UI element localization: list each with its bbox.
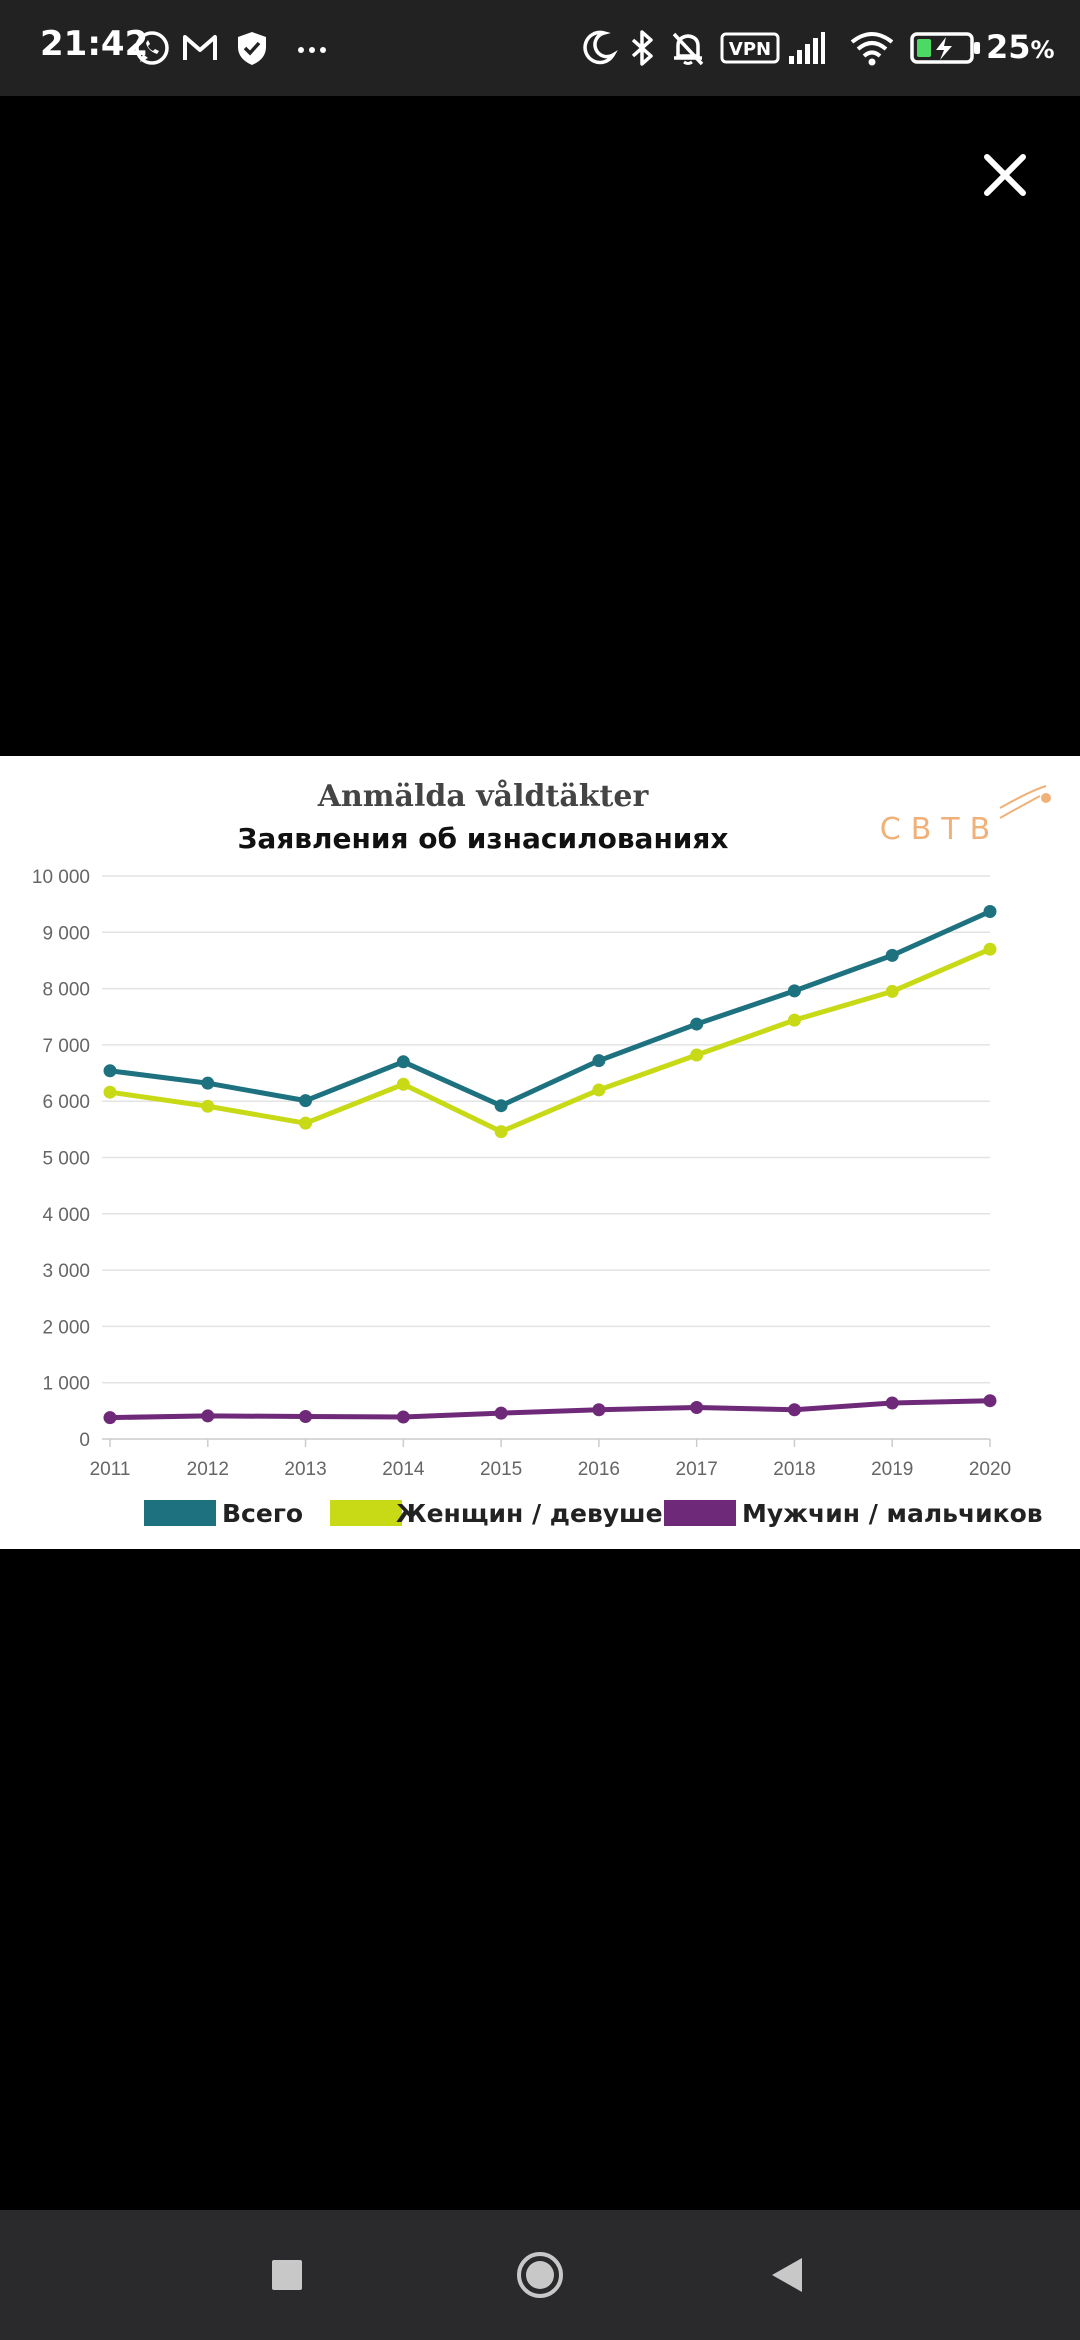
shield-icon (238, 32, 266, 65)
data-point-men (201, 1409, 215, 1423)
x-tick-label: 2019 (871, 1459, 913, 1480)
recents-square-icon[interactable] (270, 2258, 304, 2292)
svg-text:VPN: VPN (729, 39, 771, 60)
x-tick-label: 2016 (578, 1459, 620, 1480)
data-point-women (299, 1116, 313, 1130)
data-point-total (494, 1099, 508, 1113)
data-point-women (396, 1077, 410, 1091)
legend-label-women: Женщин / девушек (396, 1499, 680, 1528)
data-point-total (592, 1054, 606, 1068)
data-point-women (201, 1099, 215, 1113)
legend-swatch-total (144, 1500, 216, 1526)
data-point-women (787, 1013, 801, 1027)
y-tick-label: 9 000 (42, 923, 90, 944)
x-tick-label: 2020 (969, 1459, 1011, 1480)
data-point-men (396, 1410, 410, 1424)
navigation-bar (0, 2210, 1080, 2340)
wifi-icon (850, 32, 894, 66)
close-icon[interactable] (975, 145, 1035, 205)
series-line-total (109, 909, 992, 1109)
y-tick-label: 6 000 (42, 1092, 90, 1113)
data-point-men (690, 1400, 704, 1414)
data-point-women (983, 942, 997, 956)
data-point-total (983, 904, 997, 918)
data-point-total (787, 984, 801, 998)
data-point-men (983, 1394, 997, 1408)
home-circle-icon[interactable] (515, 2250, 565, 2300)
battery-percent: 25% (986, 28, 1055, 66)
y-tick-label: 0 (79, 1430, 90, 1451)
legend-label-men: Мужчин / мальчиков (742, 1499, 1043, 1528)
data-point-men (299, 1409, 313, 1423)
data-point-women (494, 1125, 508, 1139)
x-tick-label: 2015 (480, 1459, 522, 1480)
data-point-women (885, 984, 899, 998)
data-point-total (201, 1076, 215, 1090)
vpn-icon: VPN (720, 32, 780, 64)
series-line-women (109, 946, 991, 1135)
data-point-total (885, 948, 899, 962)
status-bar: 21:42 VPN (0, 0, 1080, 96)
status-time: 21:42 (40, 24, 149, 64)
more-dots-icon (298, 47, 326, 53)
y-tick-label: 3 000 (42, 1261, 90, 1282)
x-tick-label: 2014 (382, 1459, 425, 1480)
data-point-men (885, 1396, 899, 1410)
battery-charging-icon (910, 32, 980, 64)
y-tick-label: 10 000 (32, 867, 90, 888)
y-tick-label: 2 000 (42, 1317, 90, 1338)
data-point-women (103, 1085, 117, 1099)
chart-subtitle: Заявления об изнасилованиях (238, 822, 729, 855)
y-tick-label: 5 000 (42, 1149, 90, 1170)
x-tick-label: 2011 (90, 1459, 131, 1480)
data-point-women (690, 1048, 704, 1062)
chart-title: Anmälda våldtäkter (317, 779, 650, 814)
back-triangle-icon[interactable] (770, 2256, 806, 2294)
moon-icon (583, 30, 618, 65)
line-chart: Anmälda våldtäkter Заявления об изнасило… (32, 779, 1051, 1528)
legend-swatch-men (664, 1500, 736, 1526)
data-point-total (103, 1064, 117, 1078)
bell-off-icon (672, 32, 704, 66)
x-tick-label: 2013 (284, 1459, 326, 1480)
image-panel[interactable]: Anmälda våldtäkter Заявления об изнасило… (0, 756, 1080, 1549)
whatsapp-icon (135, 31, 169, 65)
y-tick-label: 1 000 (42, 1374, 90, 1395)
bluetooth-icon (631, 30, 653, 66)
data-point-men (103, 1411, 117, 1425)
data-point-men (494, 1406, 508, 1420)
legend-swatch-women (330, 1500, 402, 1526)
x-tick-label: 2017 (676, 1459, 718, 1480)
legend-label-total: Всего (222, 1499, 303, 1528)
signal-icon (789, 32, 825, 64)
data-point-total (690, 1017, 704, 1031)
data-point-total (396, 1055, 410, 1069)
data-point-women (592, 1083, 606, 1097)
x-tick-label: 2018 (773, 1459, 815, 1480)
data-point-men (592, 1403, 606, 1417)
cbtb-logo: СВТВ (880, 785, 1051, 847)
y-tick-label: 4 000 (42, 1205, 90, 1226)
x-tick-label: 2012 (187, 1459, 229, 1480)
series-line-men (109, 1398, 991, 1421)
y-tick-label: 7 000 (42, 1036, 90, 1057)
svg-text:СВТВ: СВТВ (880, 812, 1000, 847)
y-tick-label: 8 000 (42, 980, 90, 1001)
gmail-icon (183, 35, 217, 60)
data-point-total (299, 1094, 313, 1108)
data-point-men (787, 1403, 801, 1417)
